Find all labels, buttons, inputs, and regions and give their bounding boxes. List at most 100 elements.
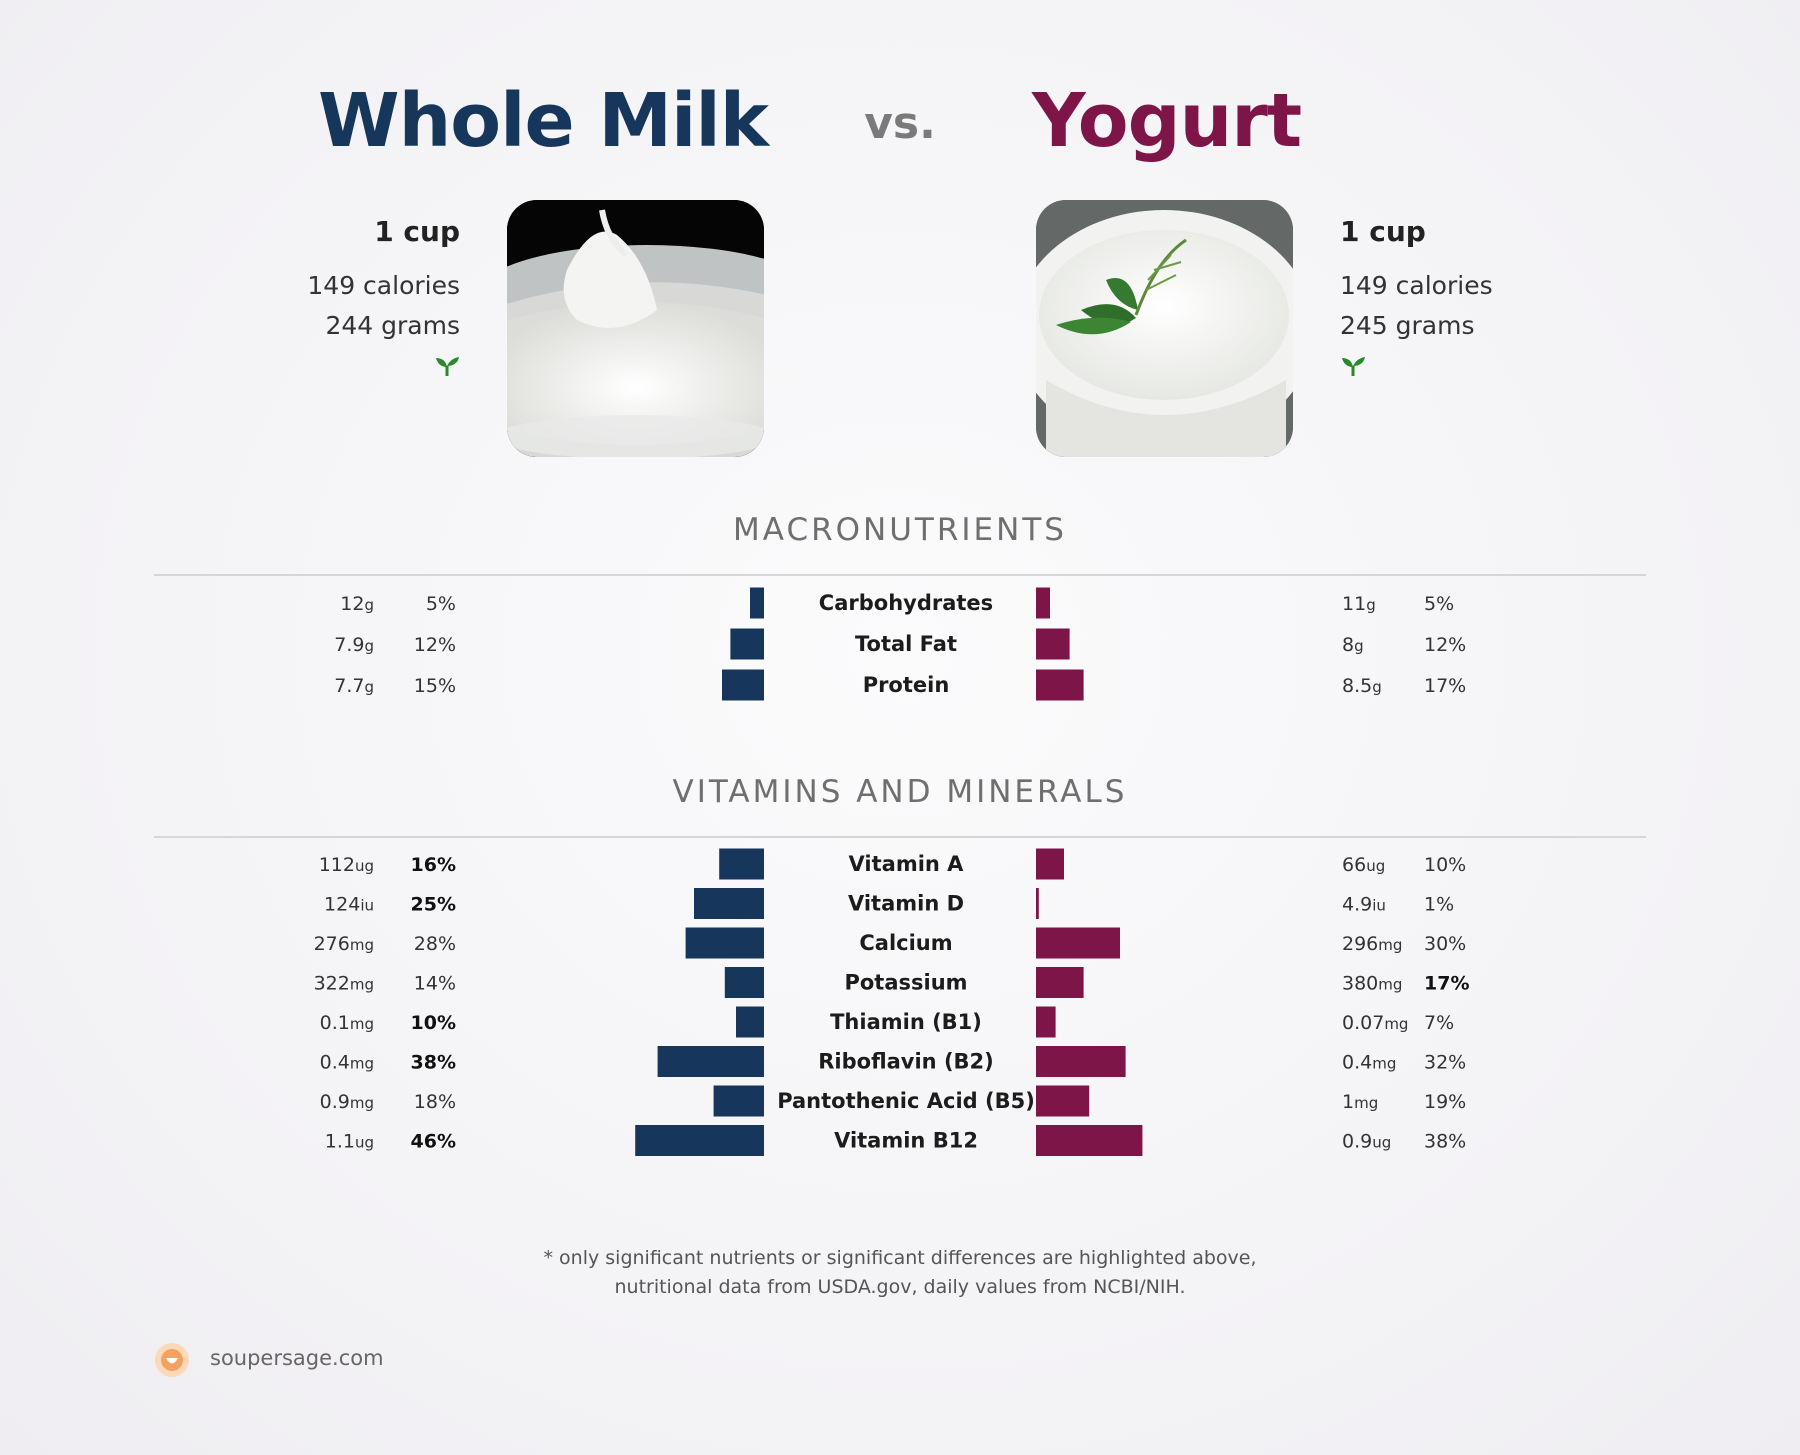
nutrient-label-riboflavin-b2: Riboflavin (B2) [818,1050,994,1074]
left-bar-vitamin-a [719,848,764,880]
right-bar-vitamin-d [1036,888,1039,919]
right-percent-vitamin-d: 1% [1424,894,1454,916]
nutrient-label-carbohydrates: Carbohydrates [819,591,993,615]
sprout-icon [1340,354,1493,388]
left-food-title: Whole Milk [317,78,769,164]
right-bar-vitamin-b12 [1036,1125,1143,1156]
left-amount-vitamin-b12: 1.1ug [325,1131,374,1153]
left-calories: 149 calories [307,271,460,300]
right-food-title: Yogurt [1032,78,1302,164]
right-percent-total-fat: 12% [1424,634,1466,656]
right-percent-carbohydrates: 5% [1424,593,1454,615]
macronutrients-divider [154,574,1646,576]
footnote-line-1: * only significant nutrients or signific… [543,1247,1257,1269]
left-bar-pantothenic-acid-b5 [713,1085,764,1117]
left-bar-riboflavin-b2 [657,1046,764,1077]
right-bar-carbohydrates [1036,587,1050,619]
right-calories: 149 calories [1340,271,1493,300]
sprout-icon [307,354,460,388]
footnote: * only significant nutrients or signific… [0,1244,1800,1302]
macronutrients-heading: MACRONUTRIENTS [733,512,1067,548]
brand-link[interactable]: soupersage.com [210,1346,384,1370]
nutrient-label-vitamin-a: Vitamin A [849,852,965,876]
right-amount-total-fat: 8g [1342,634,1364,656]
left-percent-thiamin-b1: 10% [411,1012,456,1034]
left-bar-calcium [685,927,764,959]
right-bar-vitamin-a [1036,848,1064,880]
right-bar-protein [1036,669,1084,701]
left-bar-carbohydrates [750,587,764,619]
left-bar-protein [722,669,764,701]
nutrient-label-protein: Protein [863,673,950,697]
nutrient-label-total-fat: Total Fat [855,632,957,656]
right-percent-potassium: 17% [1424,973,1469,995]
right-amount-vitamin-d: 4.9iu [1342,894,1386,916]
left-percent-vitamin-a: 16% [411,854,456,876]
right-amount-riboflavin-b2: 0.4mg [1342,1052,1396,1074]
left-serving-info: 1 cup 149 calories 244 grams [307,212,460,388]
left-bar-thiamin-b1 [736,1006,764,1038]
nutrient-label-potassium: Potassium [844,971,967,995]
right-amount-vitamin-b12: 0.9ug [1342,1131,1391,1153]
right-amount-potassium: 380mg [1342,973,1402,995]
left-percent-protein: 15% [414,675,456,697]
left-amount-protein: 7.7g [334,675,374,697]
right-amount-pantothenic-acid-b5: 1mg [1342,1091,1378,1113]
right-amount-calcium: 296mg [1342,933,1402,955]
right-bar-total-fat [1036,628,1070,660]
right-percent-protein: 17% [1424,675,1466,697]
nutrient-label-thiamin-b1: Thiamin (B1) [830,1010,982,1034]
left-percent-total-fat: 12% [414,634,456,656]
right-amount-vitamin-a: 66ug [1342,854,1385,876]
right-amount-thiamin-b1: 0.07mg [1342,1012,1408,1034]
left-bar-vitamin-b12 [635,1125,764,1156]
left-percent-vitamin-d: 25% [411,894,456,916]
nutrient-label-pantothenic-acid-b5: Pantothenic Acid (B5) [777,1089,1035,1113]
left-percent-calcium: 28% [414,933,456,955]
vitamins-heading: VITAMINS AND MINERALS [672,774,1128,810]
right-bar-pantothenic-acid-b5 [1036,1085,1090,1117]
right-percent-vitamin-a: 10% [1424,854,1466,876]
left-percent-vitamin-b12: 46% [411,1131,456,1153]
left-percent-carbohydrates: 5% [426,593,456,615]
left-amount-calcium: 276mg [314,933,374,955]
left-serving-size: 1 cup [374,215,460,248]
left-amount-pantothenic-acid-b5: 0.9mg [320,1091,374,1113]
left-amount-thiamin-b1: 0.1mg [320,1012,374,1034]
left-bar-vitamin-d [694,888,764,919]
nutrient-label-vitamin-b12: Vitamin B12 [834,1129,978,1153]
right-percent-calcium: 30% [1424,933,1466,955]
left-percent-pantothenic-acid-b5: 18% [414,1091,456,1113]
left-percent-potassium: 14% [414,973,456,995]
left-grams: 244 grams [325,311,460,340]
right-serving-size: 1 cup [1340,215,1426,248]
left-amount-total-fat: 7.9g [334,634,374,656]
left-amount-carbohydrates: 12g [340,593,374,615]
right-bar-potassium [1036,967,1084,998]
right-bar-calcium [1036,927,1120,959]
left-amount-vitamin-d: 124iu [324,894,374,916]
soupersage-logo [154,1342,190,1378]
right-bar-riboflavin-b2 [1036,1046,1126,1077]
whole-milk-photo [507,200,764,457]
left-percent-riboflavin-b2: 38% [411,1052,456,1074]
nutrient-label-vitamin-d: Vitamin D [848,892,964,916]
left-amount-potassium: 322mg [314,973,374,995]
footnote-line-2: nutritional data from USDA.gov, daily va… [614,1276,1186,1298]
right-percent-riboflavin-b2: 32% [1424,1052,1466,1074]
vitamins-divider [154,836,1646,838]
right-percent-vitamin-b12: 38% [1424,1131,1466,1153]
versus-label: vs. [864,98,936,149]
right-percent-pantothenic-acid-b5: 19% [1424,1091,1466,1113]
right-grams: 245 grams [1340,311,1475,340]
right-bar-thiamin-b1 [1036,1006,1056,1038]
left-bar-total-fat [730,628,764,660]
right-amount-carbohydrates: 11g [1342,593,1376,615]
left-bar-potassium [724,967,764,998]
left-amount-vitamin-a: 112ug [319,854,374,876]
nutrient-label-calcium: Calcium [859,931,952,955]
right-percent-thiamin-b1: 7% [1424,1012,1454,1034]
yogurt-photo [1036,200,1293,457]
left-amount-riboflavin-b2: 0.4mg [320,1052,374,1074]
